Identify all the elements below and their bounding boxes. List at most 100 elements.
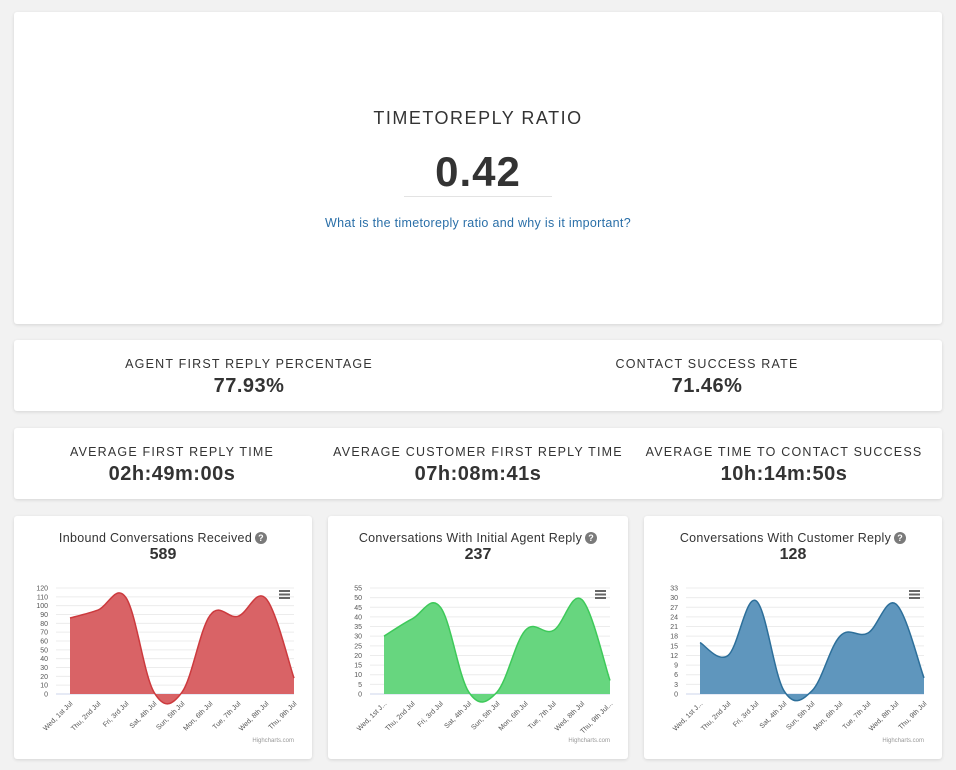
- stat-label: CONTACT SUCCESS RATE: [615, 357, 799, 371]
- question-circle-icon[interactable]: ?: [894, 532, 907, 544]
- y-tick-label: 15: [354, 663, 362, 670]
- chart-card-customer-reply: Conversations With Customer Reply? 128 0…: [644, 516, 942, 759]
- y-tick-label: 6: [674, 672, 678, 679]
- series-line: [383, 597, 611, 703]
- y-tick-label: 45: [354, 605, 362, 612]
- y-tick-label: 33: [670, 586, 678, 593]
- hero-value: 0.42: [435, 148, 521, 195]
- y-tick-label: 18: [670, 634, 678, 641]
- x-tick-label: Mon, 6th Jul: [812, 700, 844, 732]
- stat-average-first-reply-time: AVERAGE FIRST REPLY TIME 02h:49m:00s: [14, 428, 330, 499]
- y-tick-label: 35: [354, 624, 362, 631]
- x-tick-label: Wed, 8th Jul: [238, 700, 271, 733]
- y-tick-label: 0: [358, 692, 362, 699]
- x-tick-label: Thu, 9th Jul: [268, 700, 299, 731]
- x-tick-label: Sat, 4th Jul: [443, 700, 473, 730]
- y-tick-label: 90: [40, 612, 48, 619]
- y-tick-label: 20: [40, 674, 48, 681]
- x-tick-label: Tue, 7th Jul: [527, 700, 558, 731]
- y-tick-label: 30: [670, 595, 678, 602]
- chart-total: 589: [149, 546, 177, 563]
- chart-title-text: Conversations With Initial Agent Reply: [358, 531, 583, 545]
- stat-label: AVERAGE FIRST REPLY TIME: [69, 445, 275, 459]
- menu-bar: [909, 590, 920, 592]
- highcharts-credits[interactable]: Highcharts.com: [568, 738, 610, 744]
- y-tick-label: 100: [36, 603, 48, 610]
- y-tick-label: 10: [40, 683, 48, 690]
- menu-bar: [909, 597, 920, 599]
- series-line: [69, 592, 295, 705]
- stat-contact-success-rate: CONTACT SUCCESS RATE 71.46%: [472, 340, 942, 411]
- chart-title: Conversations With Customer Reply?: [644, 531, 942, 545]
- y-tick-label: 30: [40, 665, 48, 672]
- x-tick-label: Thu, 2nd Jul: [700, 700, 733, 733]
- stat-value: 77.93%: [213, 375, 285, 397]
- stat-average-customer-first-reply-time: AVERAGE CUSTOMER FIRST REPLY TIME 07h:08…: [320, 428, 636, 499]
- y-tick-label: 21: [670, 624, 678, 631]
- menu-bar: [909, 593, 920, 596]
- hamburger-menu-icon[interactable]: [909, 590, 920, 599]
- x-tick-label: Wed, 8th Jul: [868, 700, 901, 733]
- stat-value: 07h:08m:41s: [414, 463, 542, 485]
- question-circle-icon[interactable]: ?: [585, 532, 598, 544]
- chart-card-inbound-conversations: Inbound Conversations Received? 589 0 10 2…: [14, 516, 312, 759]
- stat-value: 02h:49m:00s: [108, 463, 236, 485]
- y-tick-label: 3: [674, 682, 678, 689]
- x-tick-label: Mon, 6th Jul: [498, 700, 530, 732]
- timetoreply-ratio-card: TIMETOREPLY RATIO 0.42 What is the timet…: [14, 12, 942, 324]
- x-tick-label: Sat, 4th Jul: [759, 700, 789, 730]
- stat-value: 71.46%: [671, 375, 743, 397]
- chart-total: 237: [464, 546, 492, 563]
- ratio-explanation-link[interactable]: What is the timetoreply ratio and why is…: [325, 216, 631, 230]
- y-tick-label: 80: [40, 621, 48, 628]
- menu-bar: [279, 593, 290, 596]
- x-tick-label: Thu, 2nd Jul: [70, 700, 103, 733]
- y-tick-label: 120: [36, 586, 48, 593]
- y-tick-label: 9: [674, 663, 678, 670]
- y-tick-label: 0: [44, 692, 48, 699]
- y-tick-label: 110: [37, 594, 48, 601]
- stat-label: AVERAGE TIME TO CONTACT SUCCESS: [645, 445, 923, 459]
- menu-bar: [595, 590, 606, 592]
- menu-bar: [279, 590, 290, 592]
- stat-label: AVERAGE CUSTOMER FIRST REPLY TIME: [333, 445, 623, 459]
- chart-title: Inbound Conversations Received?: [14, 531, 312, 545]
- chart-title: Conversations With Initial Agent Reply?: [328, 531, 628, 545]
- y-tick-label: 50: [40, 647, 48, 654]
- menu-bar: [595, 593, 606, 596]
- y-tick-label: 5: [358, 682, 362, 689]
- y-tick-label: 60: [40, 639, 48, 646]
- series-area: [384, 598, 610, 703]
- series-area: [70, 592, 294, 704]
- y-tick-label: 27: [670, 605, 678, 612]
- y-tick-label: 25: [354, 643, 362, 650]
- stats-row-percentages: AGENT FIRST REPLY PERCENTAGE 77.93% CONT…: [14, 340, 942, 411]
- x-tick-label: Mon, 6th Jul: [182, 700, 214, 732]
- y-tick-label: 70: [40, 630, 48, 637]
- x-tick-label: Fri, 3rd Jul: [417, 700, 446, 729]
- y-tick-label: 24: [670, 614, 678, 621]
- stats-row-times: AVERAGE FIRST REPLY TIME 02h:49m:00s AVE…: [14, 428, 942, 499]
- y-tick-label: 50: [354, 595, 362, 602]
- y-tick-label: 40: [354, 614, 362, 621]
- highcharts-credits[interactable]: Highcharts.com: [252, 738, 294, 744]
- hamburger-menu-icon[interactable]: [595, 590, 606, 599]
- y-tick-label: 20: [354, 653, 362, 660]
- y-tick-label: 15: [670, 643, 678, 650]
- x-tick-label: Fri, 3rd Jul: [102, 700, 131, 729]
- question-circle-icon[interactable]: ?: [255, 532, 268, 544]
- y-tick-label: 10: [354, 672, 362, 679]
- chart-title-text: Conversations With Customer Reply: [679, 531, 892, 545]
- highcharts-credits[interactable]: Highcharts.com: [882, 738, 924, 744]
- stat-agent-first-reply-percentage: AGENT FIRST REPLY PERCENTAGE 77.93%: [14, 340, 484, 411]
- hamburger-menu-icon[interactable]: [279, 590, 290, 599]
- x-tick-label: Sat, 4th Jul: [129, 700, 159, 730]
- hero-divider: [404, 196, 552, 197]
- menu-bar: [595, 597, 606, 599]
- chart-card-initial-agent-reply: Conversations With Initial Agent Reply? …: [328, 516, 628, 759]
- x-tick-label: Thu, 2nd Jul: [384, 700, 417, 733]
- menu-bar: [279, 597, 290, 599]
- chart-total: 128: [779, 546, 807, 563]
